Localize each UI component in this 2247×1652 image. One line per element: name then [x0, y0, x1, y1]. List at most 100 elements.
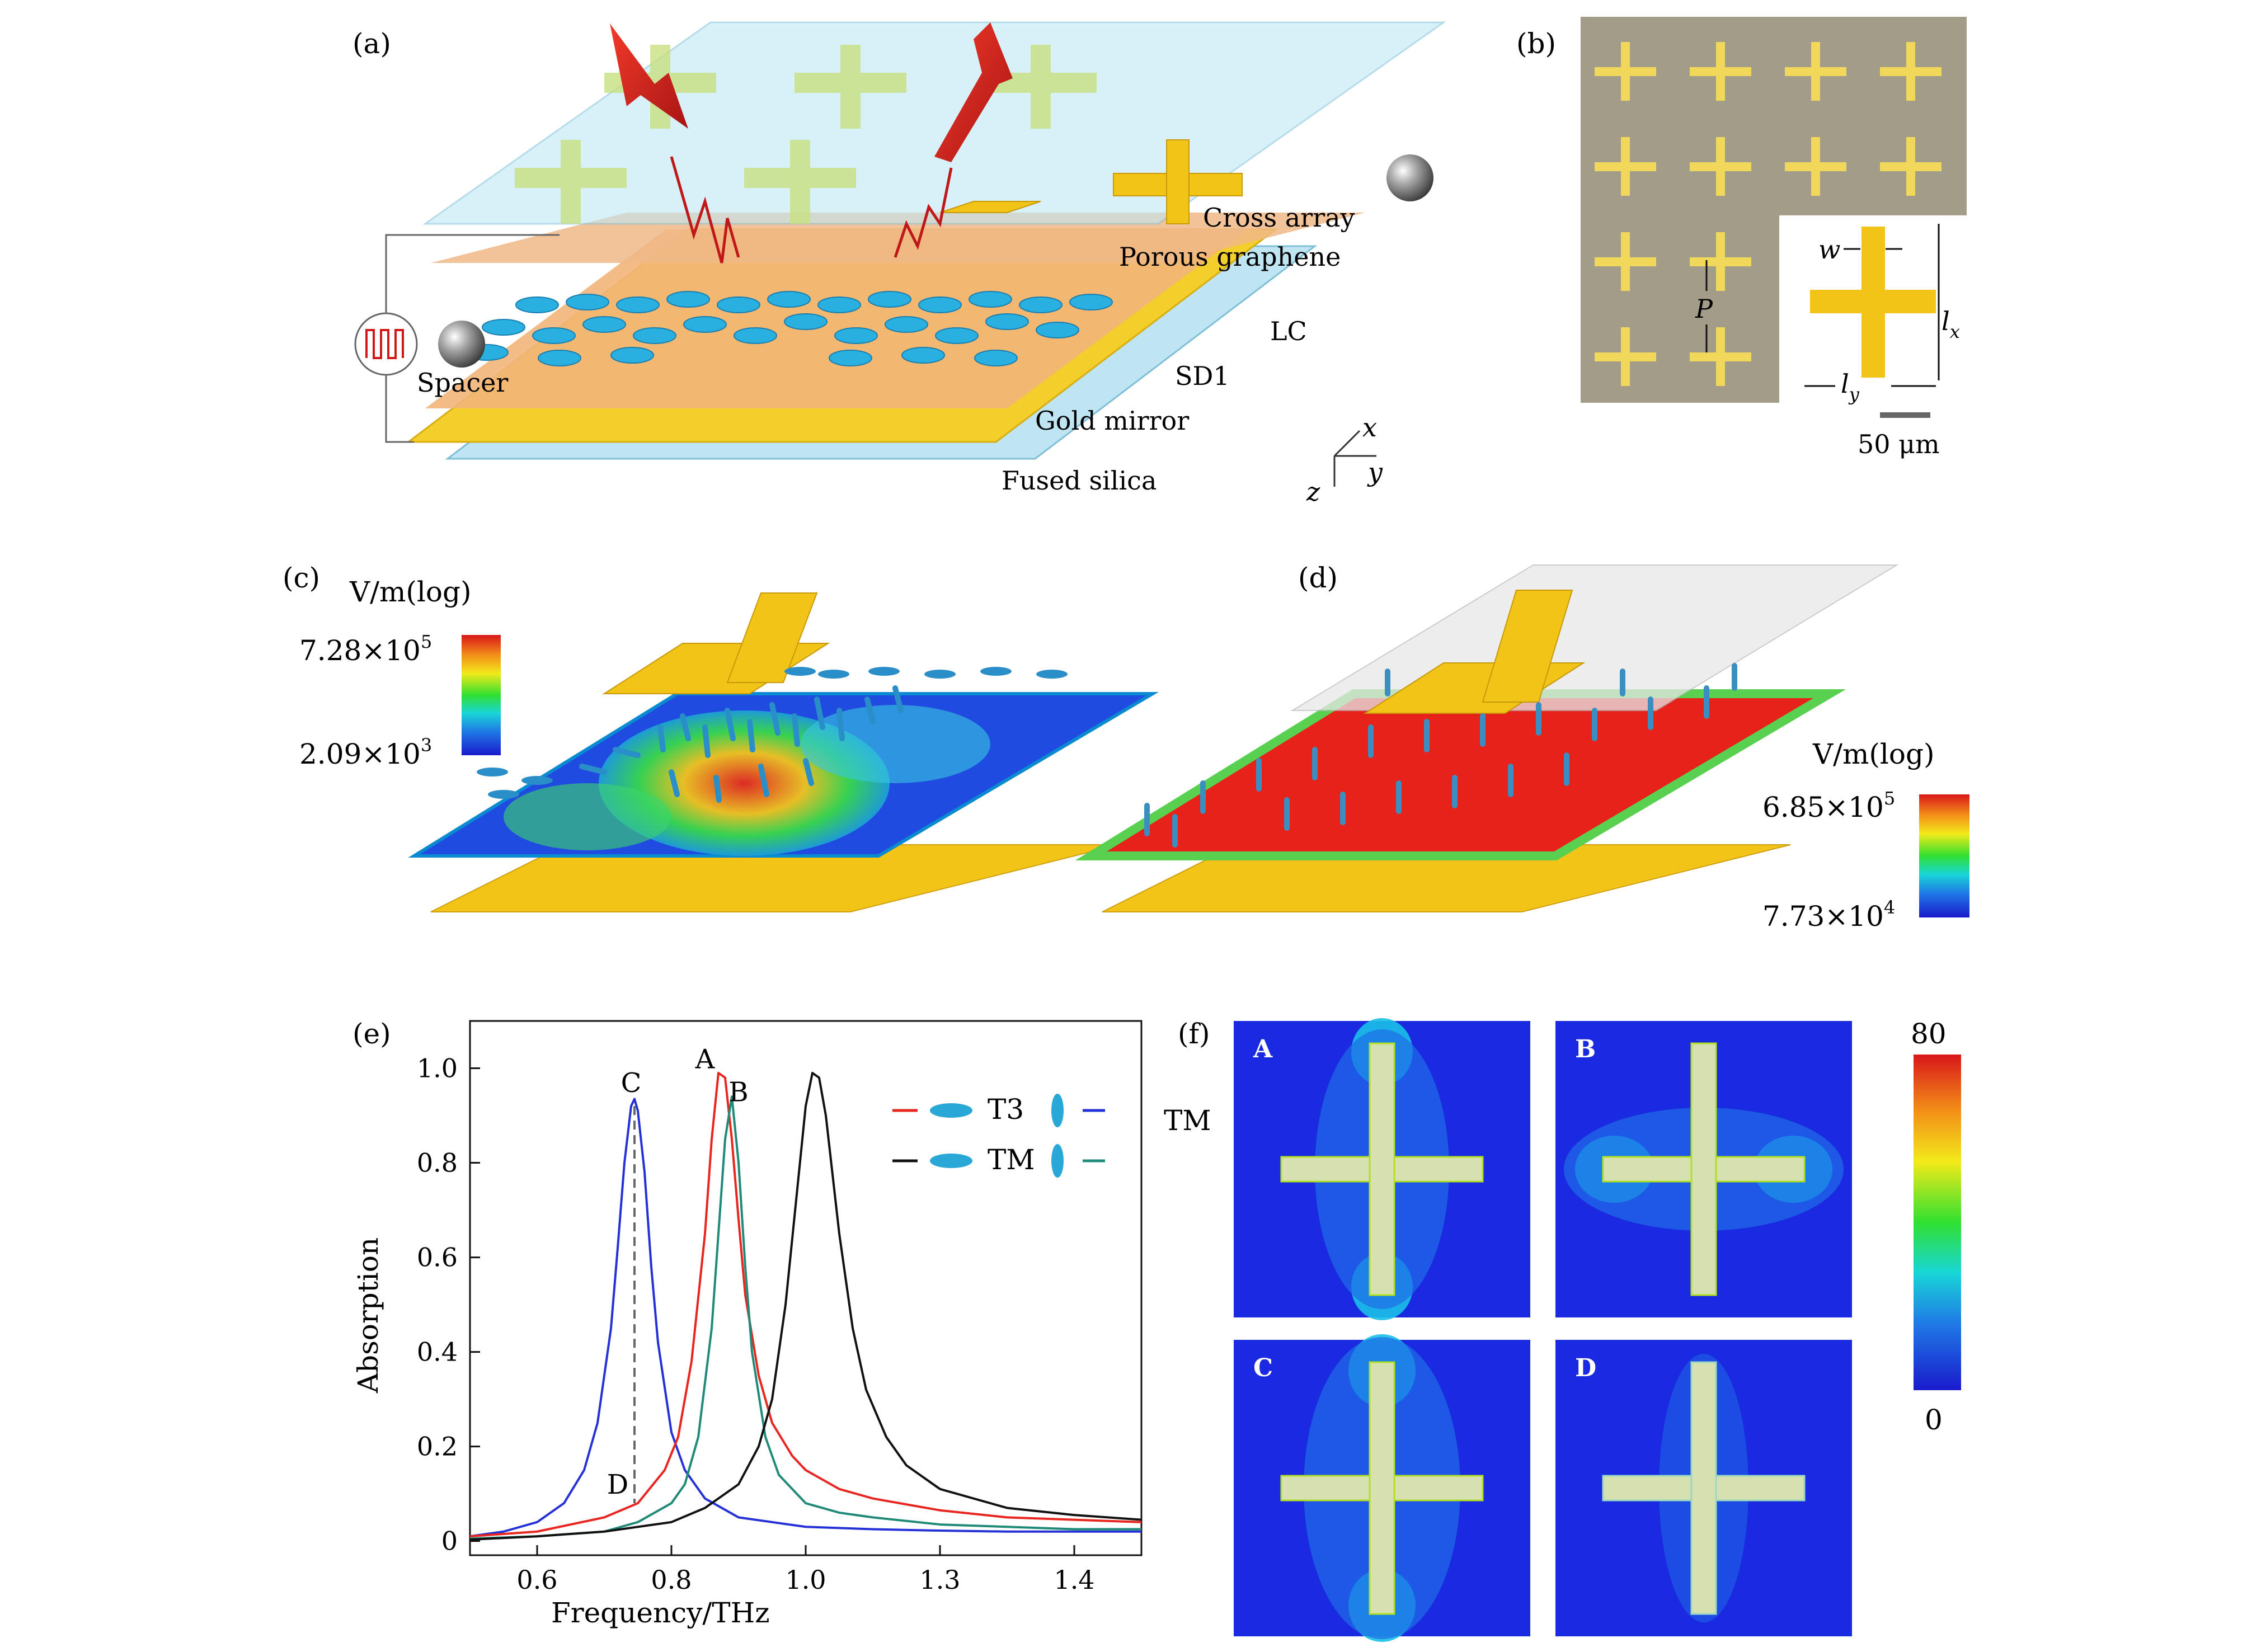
reflected-wave-arrow: [934, 22, 1013, 162]
field-patch-c-2: [800, 705, 990, 783]
field-map-a-cross-v: [1369, 1042, 1395, 1296]
colorbar-f-max: 80: [1911, 1018, 1947, 1050]
panel-a-tag: (a): [352, 27, 391, 60]
lc-molecules-c: [579, 685, 904, 803]
field-map-b-cross-v: [1690, 1042, 1717, 1296]
dimension-lines: [1705, 224, 1940, 387]
lc-molecules: [465, 291, 1113, 366]
y-tick-label: 0.8: [417, 1148, 458, 1178]
cross-array: [939, 139, 1243, 224]
micrograph-crosses: [1595, 42, 1942, 386]
legend-t3-lc-upright-icon: [1051, 1094, 1064, 1127]
label-lc: LC: [1270, 316, 1307, 346]
chart-ticks: 0.6 0.8 1.0 1.3 1.4 0 0.2 0.4 0.6 0.8 1.0: [417, 1053, 1095, 1595]
label-width: w: [1818, 234, 1840, 265]
field-map-d-cross-v: [1690, 1361, 1717, 1615]
field-map-d: [1075, 689, 1846, 860]
chart-xlabel: Frequency/THz: [551, 1597, 770, 1629]
scale-bar: [1880, 412, 1930, 418]
reflected-wave: [894, 167, 953, 258]
series-line-1: [469, 1071, 1142, 1538]
panel-e: (e) 0.6 0.8 1.0 1.3 1.4 0 0.2 0.4 0.6 0.8 1.0 AB C D…: [352, 1018, 1143, 1629]
field-map-c-label: C: [1253, 1354, 1273, 1382]
field-map-d-label: D: [1575, 1354, 1596, 1382]
colorbar-c-min: 2.09×103: [299, 735, 432, 770]
annotation-D: D: [607, 1469, 628, 1500]
label-sd1: SD1: [1175, 361, 1230, 391]
annotation-B: B: [728, 1077, 748, 1108]
field-patch-c-1: [504, 783, 671, 850]
panel-d-tag: (d): [1298, 562, 1338, 594]
gold-mirror-d: [1102, 844, 1791, 912]
lc-molecules-d: [1144, 663, 1737, 848]
colorbar-c: [462, 635, 501, 755]
cross-d: [1363, 590, 1586, 714]
chart-series: [469, 1071, 1142, 1541]
chart-ylabel: Absorption: [352, 1237, 384, 1394]
field-map-b: B: [1555, 1021, 1852, 1317]
label-period: P: [1695, 294, 1713, 324]
field-map-d: D: [1555, 1340, 1852, 1636]
y-tick-label: 0: [441, 1526, 458, 1556]
panel-f-tag: (f): [1178, 1018, 1210, 1050]
annotation-A: A: [695, 1044, 716, 1075]
sd1-layer: [425, 229, 1248, 408]
series-line-3: [469, 1071, 1142, 1541]
colorbar-f: [1914, 1055, 1961, 1390]
annotation-C: C: [621, 1067, 642, 1099]
x-tick-label: 0.8: [651, 1565, 692, 1595]
label-spacer: Spacer: [417, 368, 508, 398]
legend-t3-lc-flat-icon: [930, 1103, 972, 1118]
series-line-2: [469, 1095, 1141, 1540]
spacer-ball-left: [438, 321, 485, 368]
colorbar-c-max: 7.28×105: [299, 631, 432, 667]
spacer-ball-right: [1386, 154, 1433, 201]
colorbar-d: [1919, 794, 1969, 917]
field-map-a: A: [1234, 1018, 1530, 1320]
panel-a: (a): [352, 21, 1446, 507]
y-tick-label: 0.6: [417, 1242, 458, 1273]
field-map-c: C: [1234, 1334, 1530, 1642]
colorbar-d-min: 7.73×104: [1762, 897, 1895, 933]
circuit-wire-top: [385, 234, 560, 313]
cross-c: [602, 592, 830, 694]
lc-molecules-c-flat: [477, 667, 1068, 799]
label-porous-graphene: Porous graphene: [1119, 242, 1341, 272]
label-cross-array: Cross array: [1203, 203, 1355, 233]
label-ly: ly: [1841, 369, 1860, 405]
y-tick-label: 0.2: [417, 1432, 458, 1462]
chart-legend: T3 TM: [892, 1093, 1105, 1178]
label-fused-silica: Fused silica: [1002, 465, 1157, 496]
incident-wave-arrow: [610, 23, 688, 129]
panel-d: (d) V/m(log) 6.85×105 7.73×104: [1075, 562, 1969, 933]
x-tick-label: 1.4: [1054, 1565, 1094, 1595]
panel-c-tag: (c): [283, 562, 320, 594]
chart-annotations: AB C D: [607, 1044, 749, 1501]
x-tick-label: 0.6: [516, 1565, 557, 1595]
series-line-0: [469, 1098, 1141, 1538]
circuit-wire-bottom: [385, 375, 414, 443]
x-tick-label: 1.0: [785, 1565, 826, 1595]
y-tick-label: 0.4: [417, 1337, 458, 1367]
x-tick-label: 1.3: [919, 1565, 960, 1595]
colorbar-f-min: 0: [1925, 1404, 1943, 1436]
y-tick-label: 1.0: [417, 1053, 458, 1084]
row-label-tm: TM: [1164, 1104, 1211, 1137]
legend-tm-label: TM: [988, 1143, 1035, 1176]
panel-b: (b) P w lx ly 50: [1516, 17, 1967, 459]
legend-tm-lc-flat-icon: [930, 1154, 972, 1168]
label-lx: lx: [1942, 306, 1960, 342]
porous-graphene-layer: [431, 213, 1365, 263]
colorbar-d-unit: V/m(log): [1812, 738, 1934, 770]
label-gold-mirror: Gold mirror: [1035, 406, 1189, 436]
field-map-a-label: A: [1253, 1035, 1273, 1063]
porous-graphene-d: [1290, 564, 1899, 711]
panel-c: (c) V/m(log) 7.28×105 2.09×103: [283, 562, 1159, 912]
scale-bar-label: 50 μm: [1858, 429, 1940, 459]
colorbar-c-unit: V/m(log): [349, 576, 471, 608]
voltage-source-icon: [354, 312, 418, 376]
colorbar-d-max: 6.85×105: [1762, 788, 1895, 823]
legend-t3-label: T3: [988, 1093, 1024, 1126]
square-wave-icon: [365, 329, 404, 359]
